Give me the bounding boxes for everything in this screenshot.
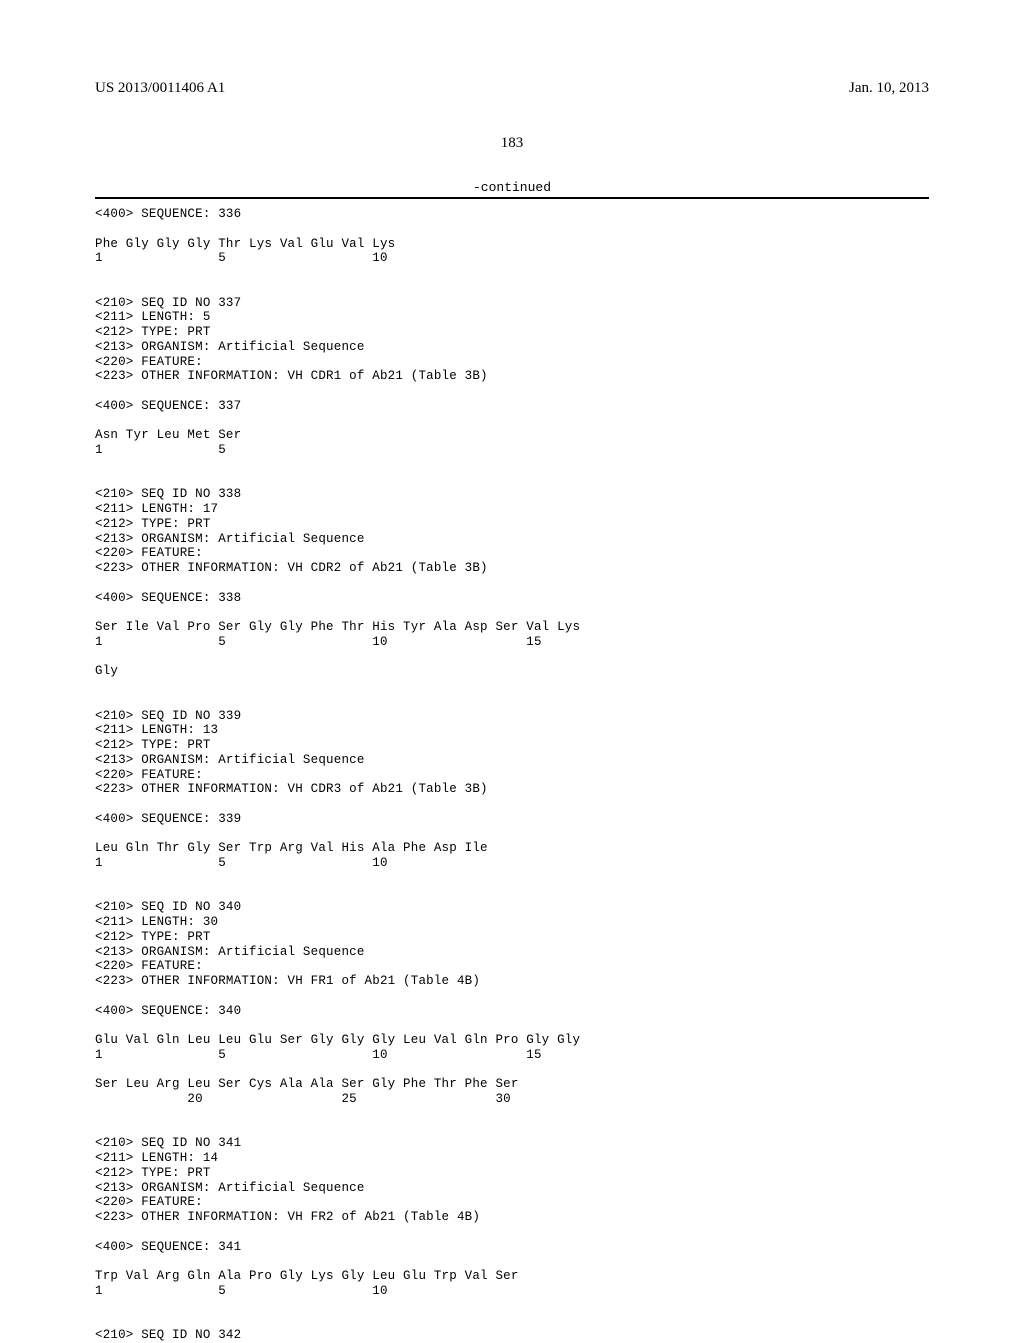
page-number: 183 — [95, 135, 929, 152]
publication-number: US 2013/0011406 A1 — [95, 80, 225, 97]
sequence-listing: <400> SEQUENCE: 336 Phe Gly Gly Gly Thr … — [95, 207, 929, 1343]
continued-label: -continued — [95, 180, 929, 195]
page-header: US 2013/0011406 A1 Jan. 10, 2013 — [95, 80, 929, 97]
divider — [95, 197, 929, 199]
publication-date: Jan. 10, 2013 — [849, 80, 929, 97]
